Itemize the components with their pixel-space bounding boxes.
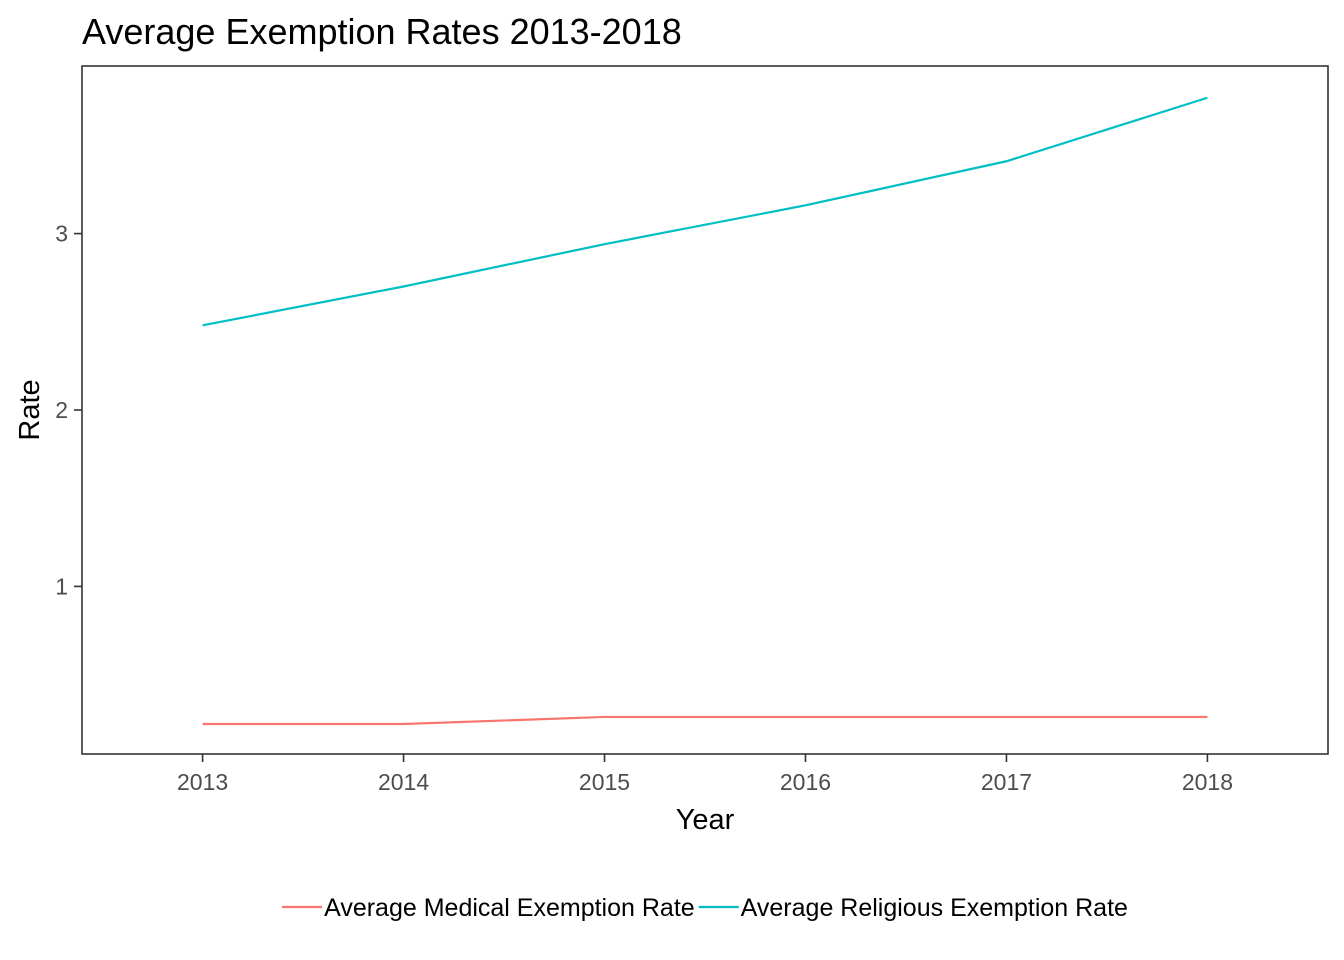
x-axis-title: Year: [676, 804, 735, 836]
x-tick-label: 2017: [981, 769, 1032, 795]
chart-title: Average Exemption Rates 2013-2018: [82, 11, 682, 52]
y-tick-label: 2: [55, 397, 68, 423]
x-tick-label: 2018: [1182, 769, 1233, 795]
legend-label-2: Average Religious Exemption Rate: [741, 894, 1128, 922]
plot-panel: [81, 65, 1329, 755]
x-tick-label: 2016: [780, 769, 831, 795]
x-axis: 2013 2014 2015 2016 2017 2018: [177, 754, 1233, 795]
y-tick-label: 1: [55, 573, 68, 599]
legend: Average Medical Exemption Rate Average Re…: [282, 894, 1128, 922]
legend-label-1: Average Medical Exemption Rate: [324, 894, 695, 922]
y-axis-title: Rate: [14, 379, 46, 440]
y-tick-label: 3: [55, 221, 68, 247]
series-layer: [202, 96, 1208, 726]
x-tick-label: 2015: [579, 769, 630, 795]
y-axis: 1 2 3: [55, 221, 82, 599]
series-line-2: [202, 96, 1208, 327]
x-tick-label: 2014: [378, 769, 429, 795]
x-tick-label: 2013: [177, 769, 228, 795]
series-line-1: [202, 715, 1208, 726]
